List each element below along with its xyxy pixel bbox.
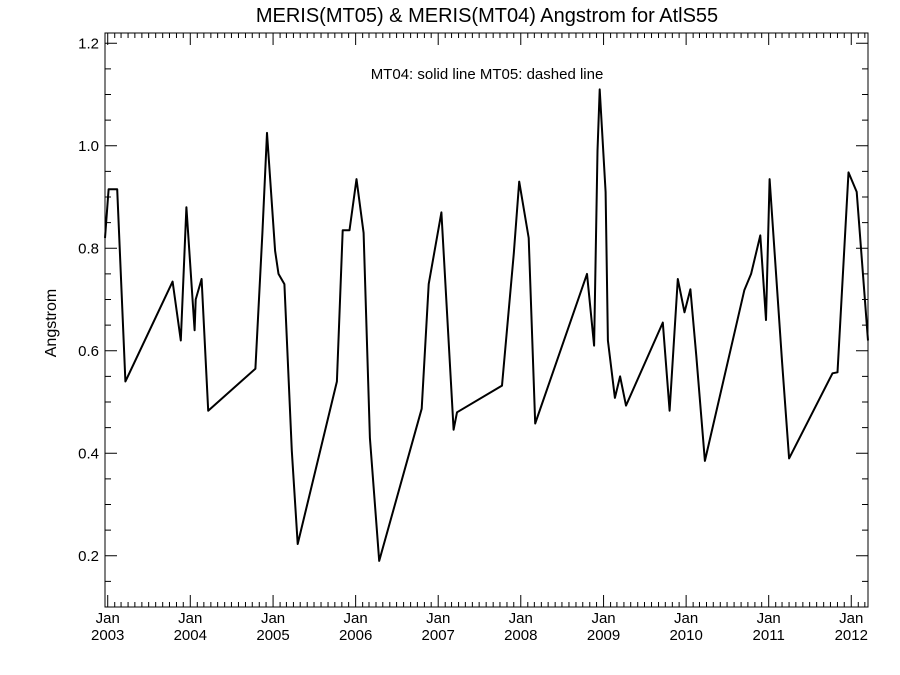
x-tick-label-month: Jan [426,610,450,627]
x-tick-label-month: Jan [261,610,285,627]
chart-title: MERIS(MT05) & MERIS(MT04) Angstrom for A… [256,5,718,27]
x-tick-label-month: Jan [178,610,202,627]
y-tick-label: 0.4 [78,445,99,462]
x-tick-label-year: 2012 [835,627,868,644]
tick-labels: 0.20.40.60.81.01.2Jan2003Jan2004Jan2005J… [78,35,868,644]
axis-ticks [105,33,868,607]
x-tick-label-year: 2006 [339,627,372,644]
plot-frame [104,32,869,608]
x-tick-label-month: Jan [674,610,698,627]
x-tick-label-year: 2003 [91,627,124,644]
chart-annotation: MT04: solid line MT05: dashed line [371,66,604,83]
x-tick-label-year: 2010 [669,627,702,644]
y-axis-label: Angstrom [43,289,60,357]
y-tick-label: 1.2 [78,35,99,52]
y-tick-label: 0.2 [78,548,99,565]
y-tick-label: 0.8 [78,240,99,257]
axes [104,32,869,608]
x-tick-label-year: 2007 [422,627,455,644]
y-tick-label: 1.0 [78,138,99,155]
x-tick-label-year: 2005 [256,627,289,644]
y-tick-label: 0.6 [78,343,99,360]
series-lines [104,88,869,562]
series-line-solid [104,88,869,562]
x-tick-label-year: 2011 [753,627,785,644]
x-tick-label-month: Jan [839,610,863,627]
x-tick-label-month: Jan [509,610,533,627]
x-tick-label-month: Jan [591,610,615,627]
x-tick-label-month: Jan [757,610,781,627]
x-tick-label-year: 2004 [174,627,207,644]
x-tick-label-year: 2008 [504,627,537,644]
x-tick-label-month: Jan [344,610,368,627]
x-tick-label-year: 2009 [587,627,620,644]
x-tick-label-month: Jan [96,610,120,627]
